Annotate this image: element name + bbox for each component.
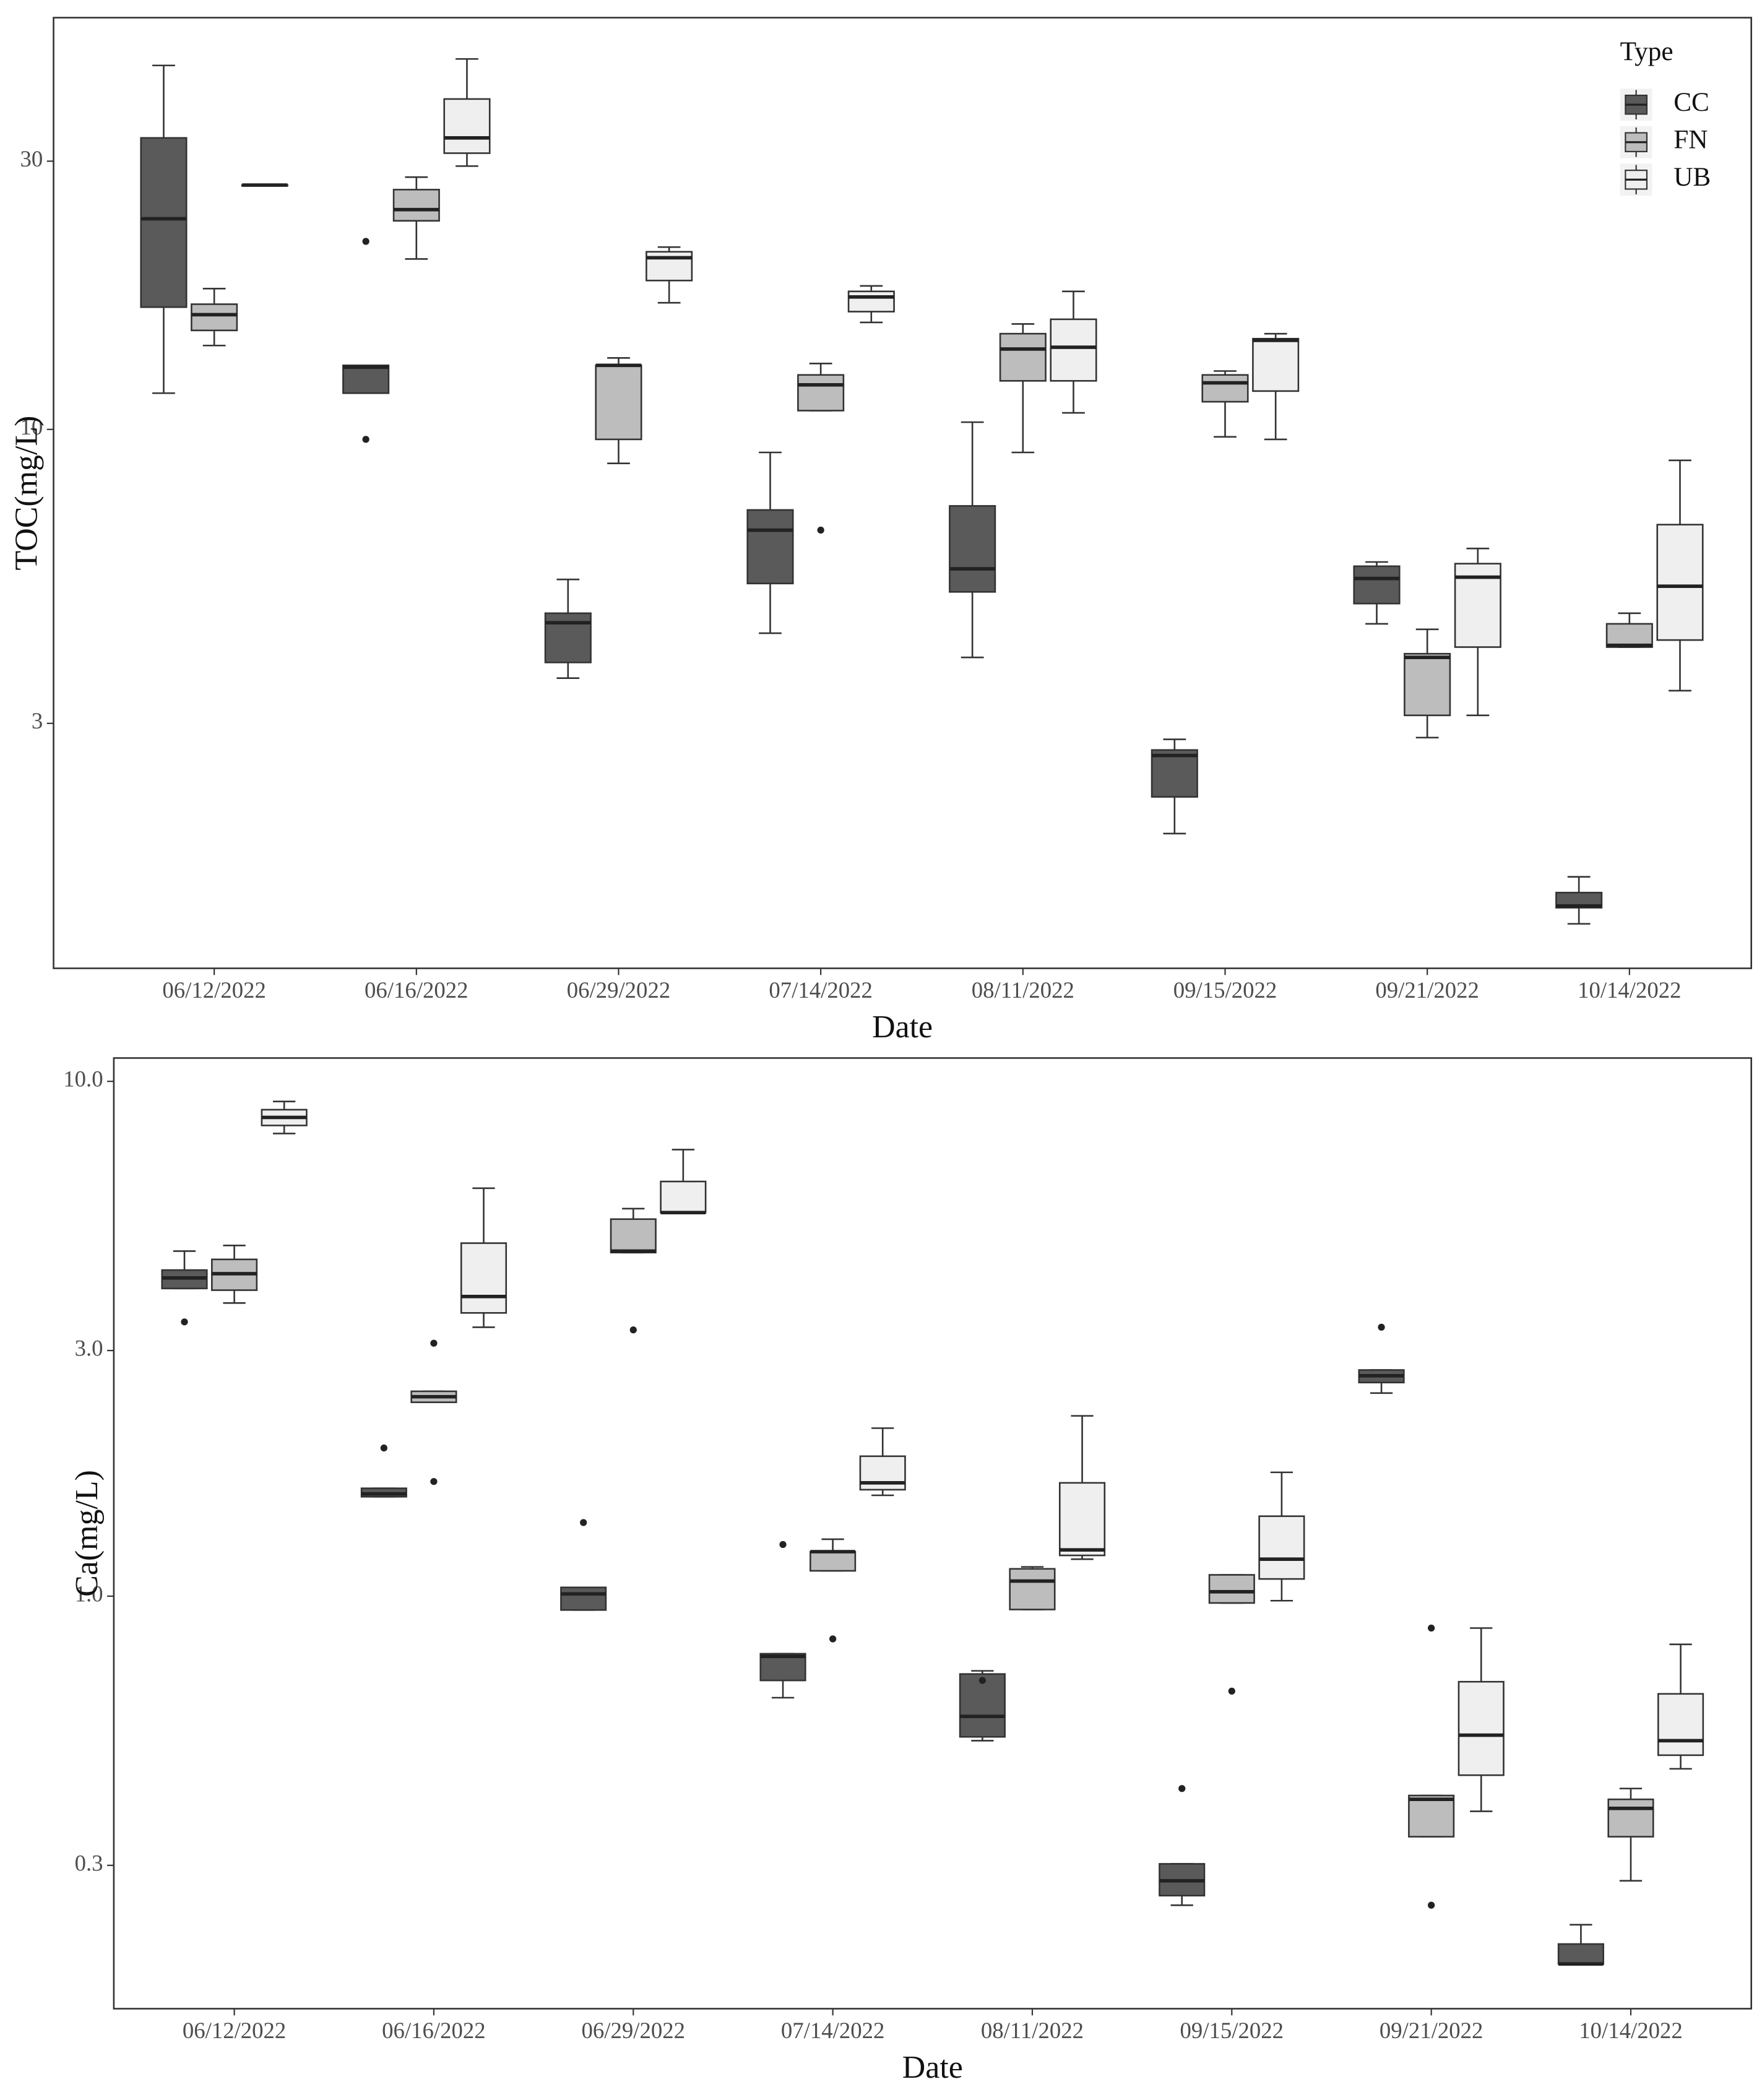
- plot-panel: [113, 1057, 1752, 2010]
- legend-label: UB: [1673, 162, 1711, 192]
- legend-title: Type: [1620, 37, 1673, 66]
- box: [610, 1218, 657, 1254]
- box: [797, 374, 845, 412]
- box: [1656, 524, 1704, 641]
- box: [859, 1455, 906, 1491]
- x-tick-label: 09/21/2022: [1375, 977, 1479, 1003]
- y-tick-label: 3.0: [75, 1336, 103, 1361]
- box: [443, 98, 491, 154]
- y-axis-title: TOC(mg/L): [9, 416, 45, 571]
- box: [1058, 1482, 1106, 1557]
- outlier: [430, 1478, 438, 1485]
- outlier: [362, 238, 369, 245]
- x-tick-label: 09/15/2022: [1180, 2018, 1284, 2043]
- outlier: [580, 1519, 587, 1526]
- y-axis-title: Ca(mg/L): [69, 1470, 105, 1597]
- box: [810, 1550, 857, 1572]
- y-tick-label: 30: [20, 146, 43, 171]
- box: [1201, 374, 1249, 403]
- box: [1408, 1794, 1455, 1838]
- box: [1208, 1574, 1255, 1604]
- x-tick-label: 08/11/2022: [972, 977, 1074, 1003]
- box: [949, 505, 996, 593]
- x-axis-title: Date: [872, 1009, 933, 1045]
- box: [999, 332, 1047, 382]
- outlier: [779, 1540, 787, 1549]
- x-tick-label: 08/11/2022: [981, 2018, 1084, 2043]
- x-tick-label: 06/12/2022: [183, 2018, 287, 2043]
- box: [1605, 623, 1653, 648]
- box: [1458, 1680, 1505, 1776]
- box: [1009, 1568, 1056, 1610]
- x-tick-label: 06/29/2022: [567, 977, 671, 1003]
- y-tick-label: 0.3: [75, 1850, 103, 1875]
- box: [595, 365, 642, 441]
- box: [759, 1653, 806, 1682]
- outlier: [1228, 1687, 1235, 1695]
- outlier: [1378, 1323, 1385, 1331]
- box: [1353, 565, 1401, 605]
- outlier: [829, 1635, 837, 1643]
- y-tick-label: 1.0: [75, 1581, 103, 1606]
- box: [1557, 1943, 1604, 1965]
- x-tick-label: 07/14/2022: [769, 977, 873, 1003]
- x-tick-label: 06/16/2022: [382, 2018, 485, 2043]
- x-tick-label: 09/21/2022: [1380, 2018, 1483, 2043]
- box: [342, 365, 390, 394]
- outlier: [629, 1326, 637, 1334]
- box: [392, 189, 440, 222]
- box: [847, 290, 895, 313]
- x-tick-label: 10/14/2022: [1579, 2018, 1682, 2043]
- box: [1404, 652, 1451, 717]
- box: [1050, 318, 1097, 382]
- outlier: [978, 1677, 987, 1684]
- plot-panel: [53, 17, 1752, 969]
- x-axis-title: Date: [902, 2050, 963, 2085]
- outlier: [1428, 1624, 1435, 1632]
- y-tick-label: 10.0: [63, 1066, 103, 1092]
- box: [746, 509, 794, 585]
- y-tick-label: 3: [32, 708, 43, 733]
- x-tick-label: 10/14/2022: [1578, 977, 1681, 1003]
- outlier: [1178, 1785, 1186, 1792]
- box: [460, 1242, 507, 1314]
- legend-label: FN: [1673, 125, 1708, 155]
- box: [959, 1673, 1006, 1738]
- box: [560, 1586, 607, 1611]
- box: [140, 137, 188, 308]
- x-tick-label: 06/12/2022: [162, 977, 266, 1003]
- box: [1252, 337, 1300, 392]
- outlier: [817, 526, 824, 534]
- x-tick-label: 06/16/2022: [365, 977, 469, 1003]
- box: [1258, 1515, 1305, 1580]
- x-tick-label: 07/14/2022: [781, 2018, 885, 2043]
- outlier: [430, 1339, 438, 1347]
- box: [660, 1180, 707, 1214]
- box: [1657, 1693, 1704, 1756]
- x-tick-label: 06/29/2022: [582, 2018, 686, 2043]
- outlier: [362, 436, 369, 443]
- box: [544, 612, 592, 663]
- outlier: [1428, 1901, 1435, 1909]
- box: [1607, 1798, 1654, 1838]
- outlier: [380, 1444, 387, 1452]
- box: [1151, 749, 1198, 798]
- y-tick-label: 10: [20, 414, 43, 439]
- legend-label: CC: [1673, 87, 1709, 117]
- outlier: [181, 1318, 188, 1326]
- box: [191, 303, 238, 332]
- x-tick-label: 09/15/2022: [1173, 977, 1277, 1003]
